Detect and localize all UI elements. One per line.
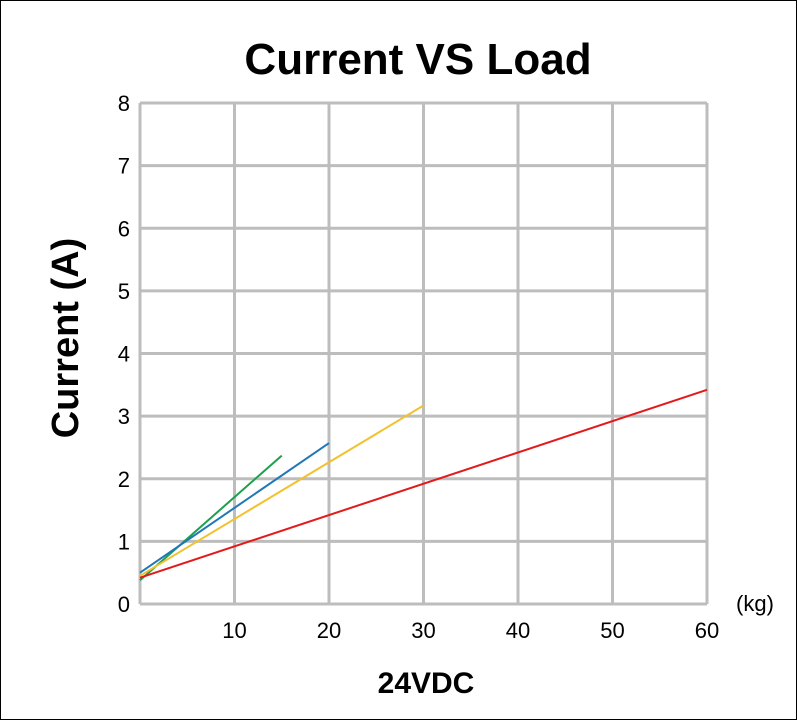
x-tick-label: 10 — [222, 618, 246, 643]
y-tick-label: 8 — [118, 91, 130, 116]
y-tick-label: 4 — [118, 342, 130, 367]
x-tick-label: 50 — [600, 618, 624, 643]
x-unit-label: (kg) — [736, 591, 774, 616]
x-axis-label: 24VDC — [378, 667, 475, 700]
y-tick-label: 6 — [118, 216, 130, 241]
x-tick-label: 40 — [506, 618, 530, 643]
x-tick-label: 60 — [695, 618, 719, 643]
y-axis-label: Current (A) — [45, 238, 87, 439]
chart-title: Current VS Load — [244, 35, 591, 84]
y-tick-label: 2 — [118, 467, 130, 492]
y-tick-label: 7 — [118, 154, 130, 179]
y-tick-label: 5 — [118, 279, 130, 304]
series-line-blue — [139, 442, 330, 574]
y-tick-label: 0 — [118, 592, 130, 617]
series-line-yellow — [139, 404, 425, 577]
y-tick-label: 1 — [118, 529, 130, 554]
series-line-green — [139, 454, 283, 581]
x-tick-label: 20 — [317, 618, 341, 643]
x-tick-label: 30 — [411, 618, 435, 643]
series-line-red — [139, 388, 708, 579]
y-tick-label: 3 — [118, 404, 130, 429]
